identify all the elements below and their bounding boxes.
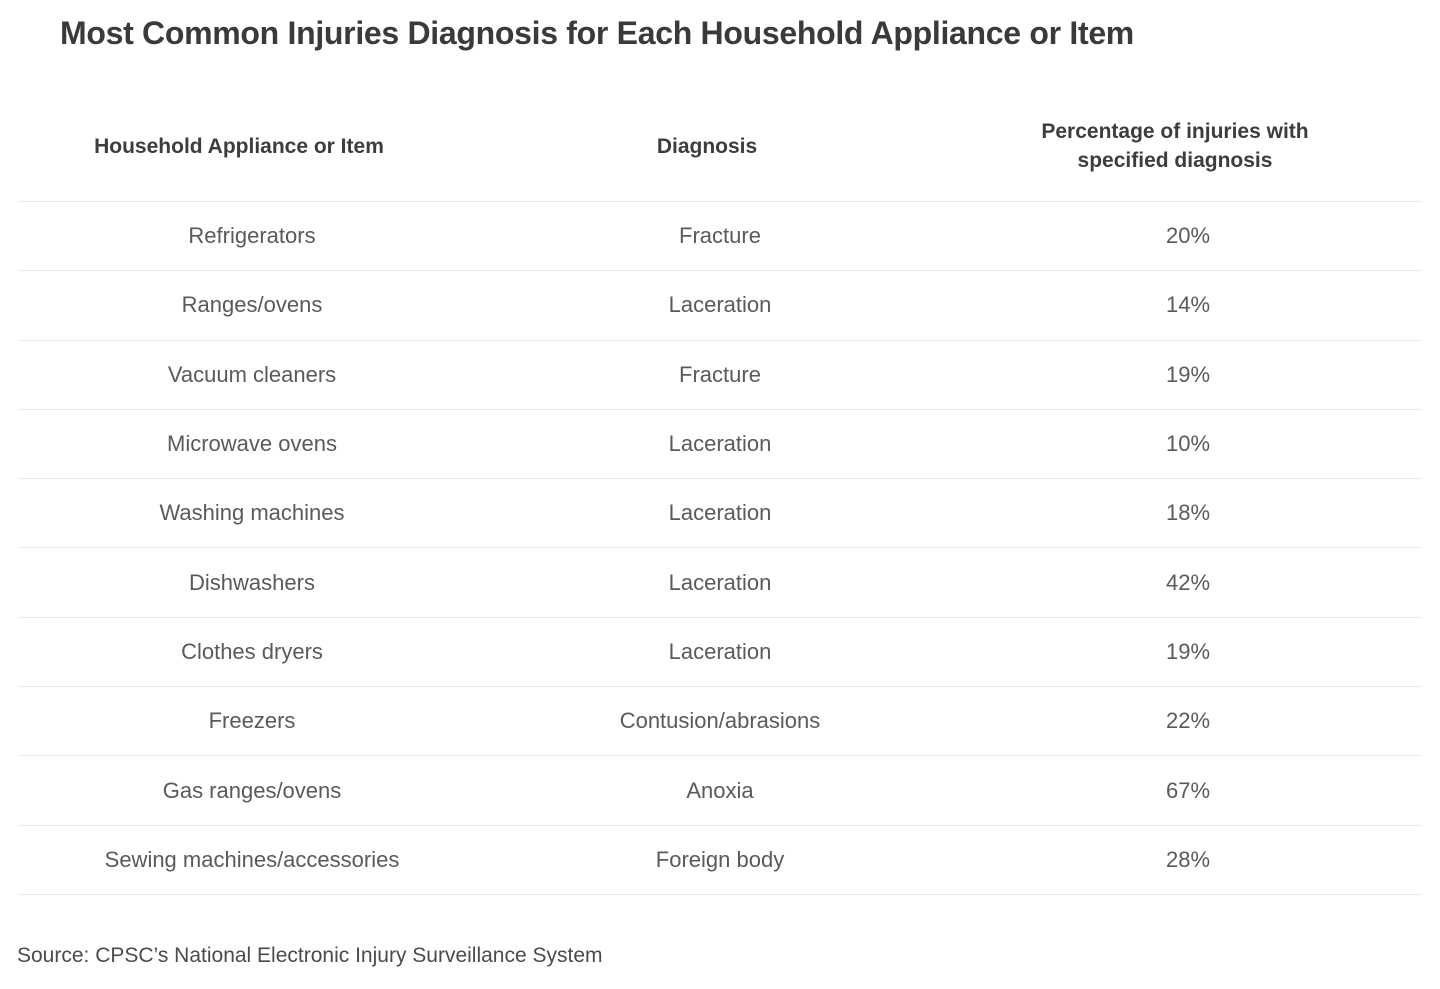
diagnosis-cell: Laceration [668,638,772,664]
percentage-cell: 10% [1165,431,1211,457]
appliance-cell: Sewing machines/accessories [104,846,400,872]
column-header-appliance-label: Household Appliance or Item [94,134,384,158]
diagnosis-cell: Foreign body [655,846,785,872]
table-body: Refrigerators Fracture 20% Ranges/ovens Lace… [18,201,1422,895]
appliance-cell: Freezers [208,708,296,734]
appliance-cell: Refrigerators [188,223,316,249]
appliance-cell: Vacuum cleaners [167,361,337,387]
column-header-percentage-label: Percentage of injuries with specified di… [1041,120,1309,172]
diagnosis-cell: Contusion/abrasions [619,708,821,734]
column-header-diagnosis-label: Diagnosis [656,134,758,158]
percentage-cell: 18% [1165,500,1211,526]
percentage-cell: 22% [1165,708,1211,734]
diagnosis-cell: Laceration [668,569,772,595]
table-row: Refrigerators Fracture 20% [18,201,1422,270]
table-row: Ranges/ovens Laceration 14% [18,270,1422,339]
diagnosis-cell: Anoxia [686,777,754,803]
column-header-appliance: Household Appliance or Item [5,132,473,161]
diagnosis-cell: Fracture [679,223,761,249]
percentage-cell: 19% [1165,638,1211,664]
chart-title: Most Common Injuries Diagnosis for Each … [60,15,1134,51]
appliance-cell: Dishwashers [189,569,315,595]
diagnosis-cell: Laceration [668,431,772,457]
percentage-cell: 67% [1165,777,1211,803]
diagnosis-cell: Fracture [679,361,761,387]
table-row: Vacuum cleaners Fracture 19% [18,339,1422,409]
appliance-cell: Microwave ovens [167,431,337,457]
percentage-cell: 14% [1165,292,1211,318]
table-row: Sewing machines/accessories Foreign body 2… [18,824,1422,894]
table-row: Microwave ovens Laceration 10% [18,408,1422,478]
column-header-diagnosis: Diagnosis [473,132,941,161]
table-row: Gas ranges/ovens Anoxia 67% [18,755,1422,824]
table-row: Washing machines Laceration 18% [18,478,1422,547]
percentage-cell: 42% [1165,569,1211,595]
percentage-cell: 20% [1165,223,1211,249]
table-header-row: Household Appliance or Item Diagnosis Pe… [5,117,1409,201]
diagnosis-cell: Laceration [668,500,772,526]
percentage-cell: 19% [1165,361,1211,387]
diagnosis-cell: Laceration [668,292,772,318]
column-header-percentage: Percentage of injuries with specified di… [941,117,1409,175]
appliance-cell: Ranges/ovens [181,292,323,318]
appliance-injury-table: Household Appliance or Item Diagnosis Pe… [18,117,1422,895]
percentage-cell: 28% [1165,846,1211,872]
table-row: Freezers Contusion/abrasions 22% [18,686,1422,755]
table-row: Dishwashers Laceration 42% [18,547,1422,616]
table-row: Clothes dryers Laceration 19% [18,616,1422,686]
source-note: Source: CPSC’s National Electronic Injur… [17,943,603,967]
appliance-cell: Gas ranges/ovens [162,777,342,803]
appliance-cell: Washing machines [159,500,345,526]
appliance-cell: Clothes dryers [181,638,323,664]
